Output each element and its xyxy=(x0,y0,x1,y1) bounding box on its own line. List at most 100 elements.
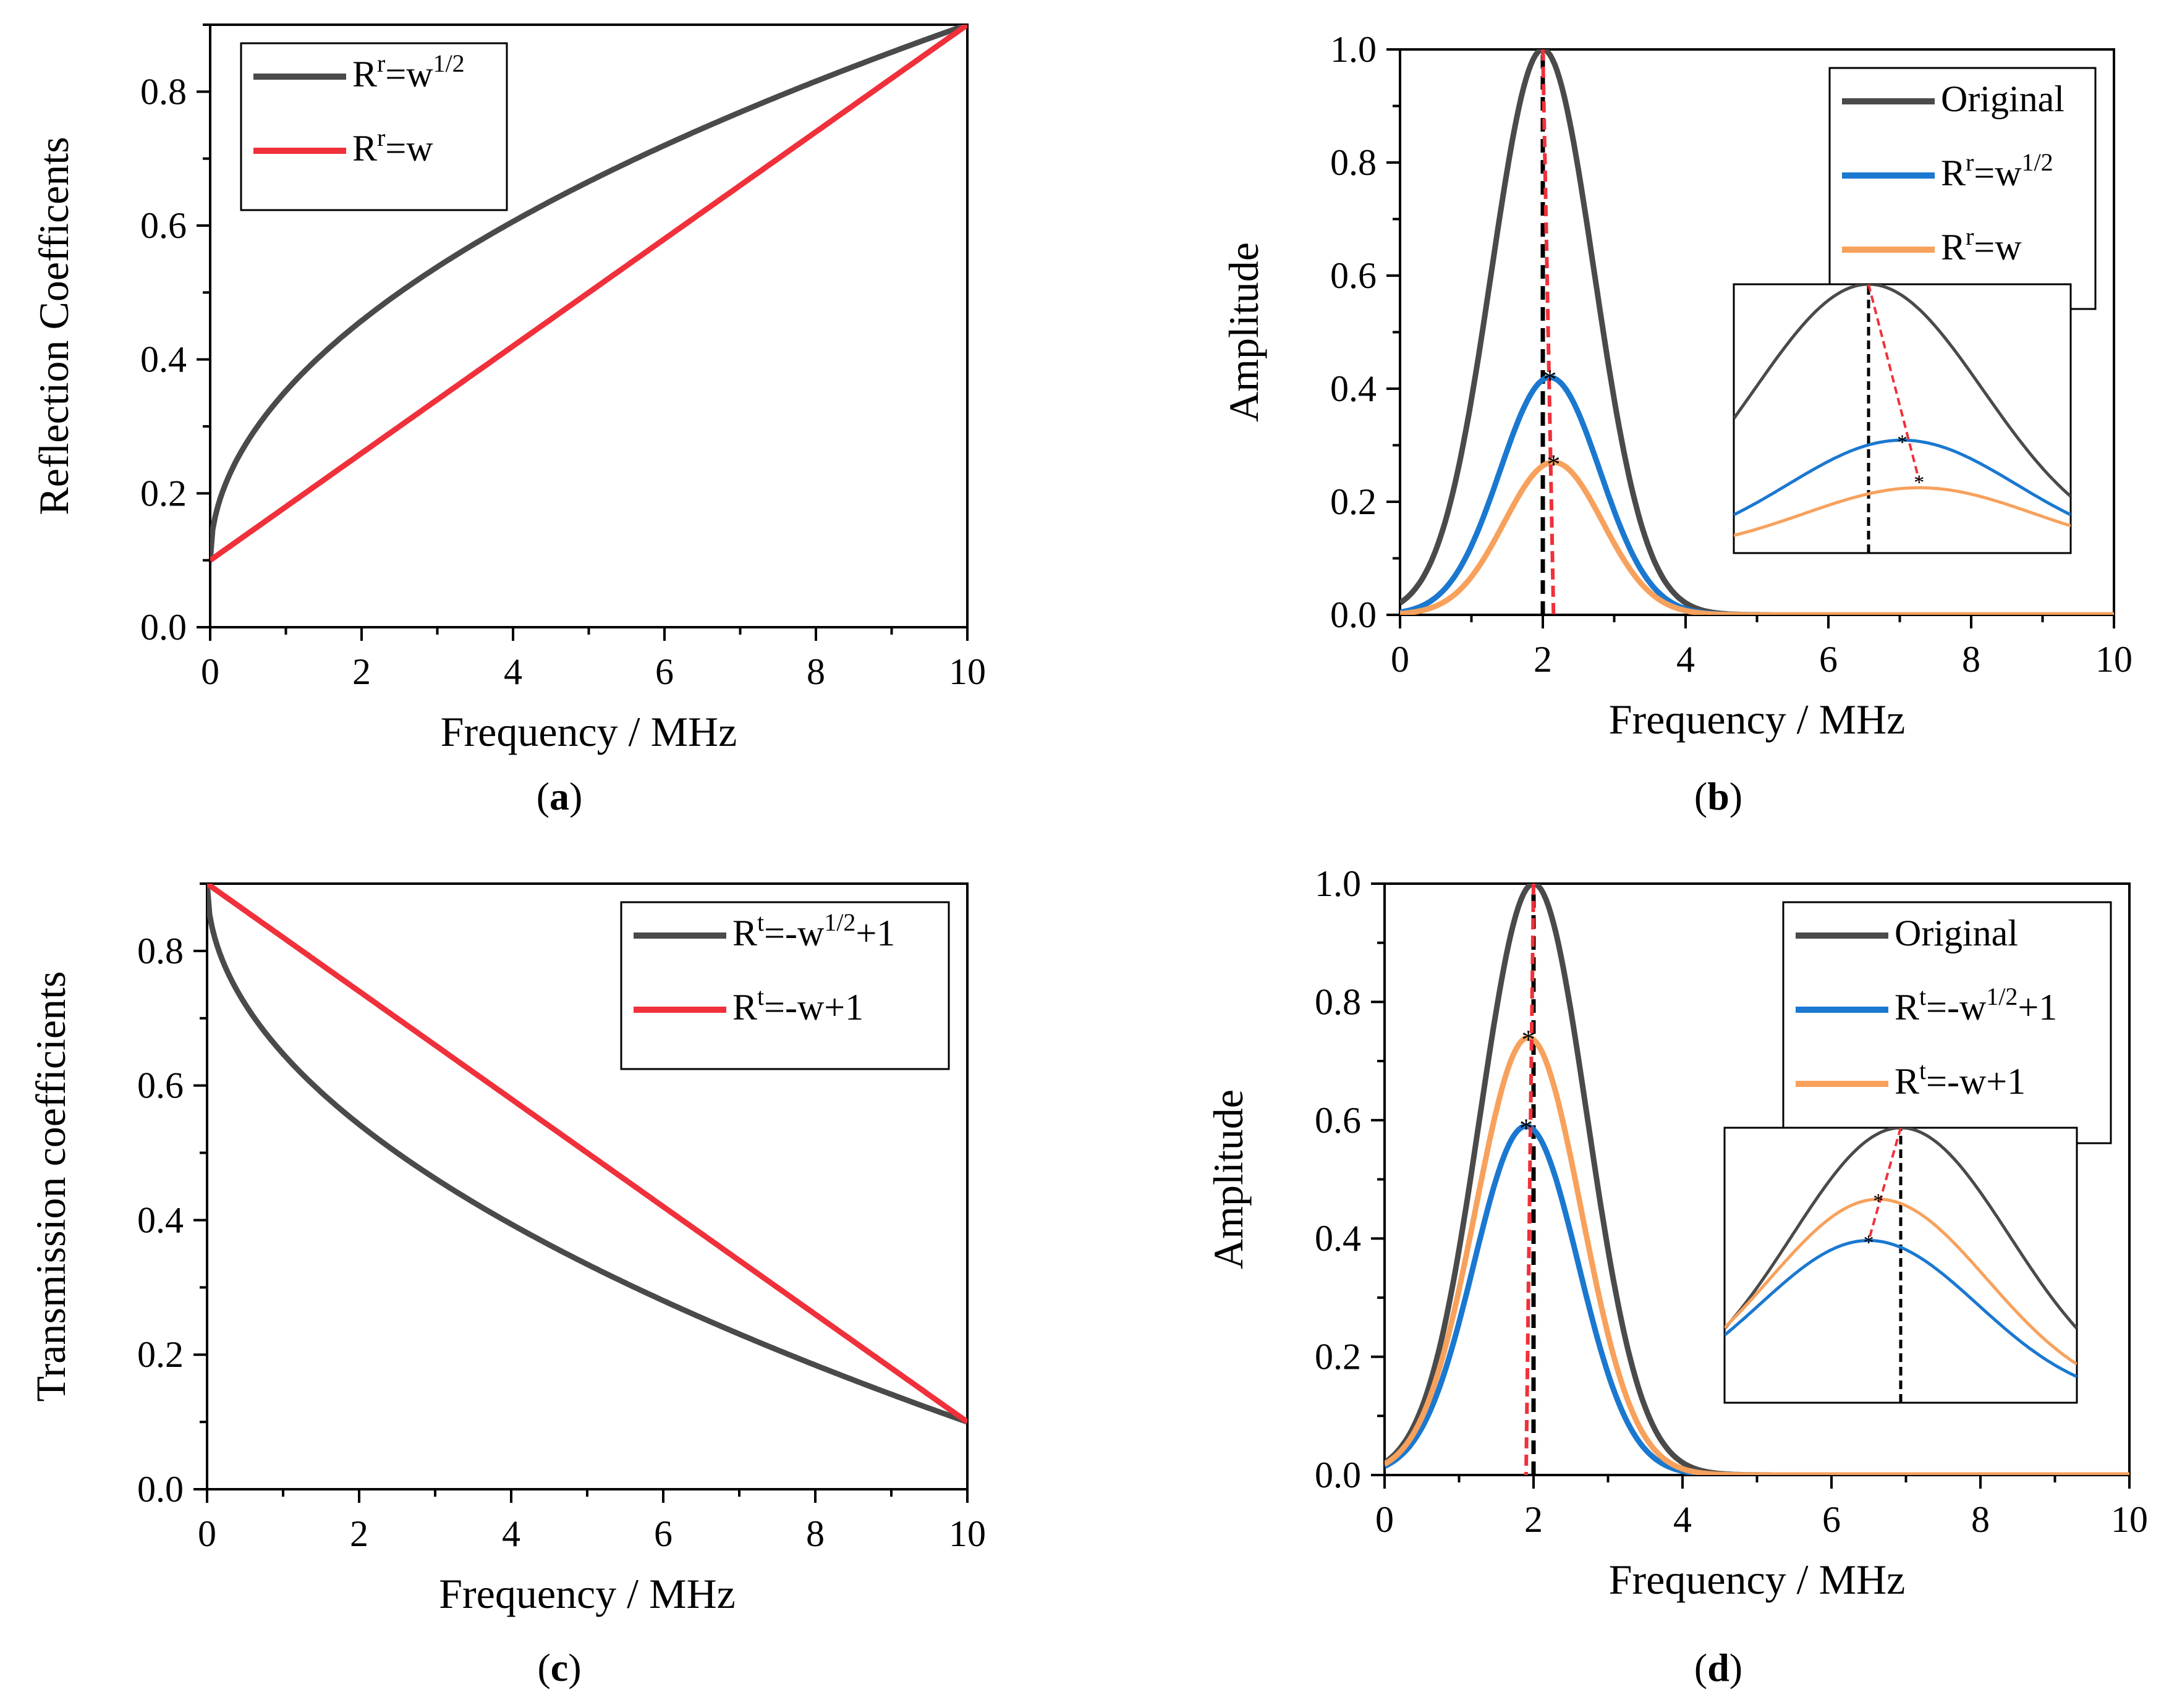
x-axis-label: Frequency / MHz xyxy=(439,1570,736,1617)
caption-paren: ) xyxy=(1729,774,1742,818)
chart-panel-b: 0 2 4 6 8 10 0.0 0.2 0.4 0.6 0.8 1.0 Frequency / MHz… xyxy=(1220,29,2132,818)
x-axis-label: Frequency / MHz xyxy=(1609,696,1906,743)
x-axis-label: Frequency / MHz xyxy=(1609,1556,1906,1603)
legend-superscript: t xyxy=(1919,983,1926,1010)
legend-text-part: R xyxy=(1941,227,1966,268)
y-tick-label: 0.2 xyxy=(140,473,187,514)
peak-marker: * xyxy=(1519,1113,1533,1143)
inset-peak-marker: * xyxy=(1897,431,1908,454)
caption-letter: c xyxy=(551,1646,568,1689)
legend-text-part: =w xyxy=(385,54,433,95)
x-tick-label: 8 xyxy=(1971,1499,1990,1540)
series-line-1 xyxy=(207,884,967,1424)
inset-series-line-2 xyxy=(1734,486,2071,537)
peak-shift-dashed-line xyxy=(1524,883,1535,1476)
legend-text-part: R xyxy=(732,987,757,1028)
inset-series-line-0 xyxy=(1725,1128,2077,1330)
inset-series-line-2 xyxy=(1725,1198,2077,1366)
x-tick-label: 10 xyxy=(2095,639,2132,680)
y-tick-label: 0.0 xyxy=(1330,594,1377,635)
x-tick-label: 2 xyxy=(1534,639,1552,680)
legend-superscript: 1/2 xyxy=(1986,983,2018,1010)
inset-series-line-1 xyxy=(1725,1239,2077,1379)
legend-label-0: Rr=w1/2 xyxy=(352,49,465,95)
y-tick-label: 0.6 xyxy=(137,1065,184,1106)
inset-frame xyxy=(1733,283,2072,554)
x-tick-label: 6 xyxy=(655,651,674,692)
y-tick-label: 0.2 xyxy=(1315,1337,1361,1377)
legend-label-1: Rt=-w+1 xyxy=(732,983,864,1028)
y-tick-label: 0.6 xyxy=(1315,1100,1361,1141)
peak-marker: * xyxy=(1543,365,1557,395)
y-tick-label: 0.8 xyxy=(1315,981,1361,1022)
legend-box xyxy=(240,42,508,211)
legend-text-part: =-w+1 xyxy=(764,987,864,1028)
x-tick-label: 2 xyxy=(1524,1499,1543,1540)
legend-text-part: Original xyxy=(1895,913,2018,953)
inset-zoom: ** xyxy=(1723,1127,2078,1404)
legend-box xyxy=(620,901,950,1070)
legend-text-part: Original xyxy=(1941,78,2065,119)
y-tick-label: 0.6 xyxy=(1330,255,1377,296)
legend-label-1: Rr=w xyxy=(352,124,433,169)
legend-label-0: Original xyxy=(1895,913,2018,953)
chart-panel-d: 0 2 4 6 8 10 0.0 0.2 0.4 0.6 0.8 1.0 Frequency / MHz… xyxy=(1205,863,2148,1689)
caption-paren: ( xyxy=(537,774,550,818)
panel-caption: (a) xyxy=(537,774,583,818)
legend-box xyxy=(1828,67,2097,310)
legend-superscript: t xyxy=(1919,1057,1926,1084)
x-tick-label: 8 xyxy=(806,1513,825,1554)
x-axis-label: Frequency / MHz xyxy=(441,708,737,755)
legend-text-part: R xyxy=(1941,153,1966,193)
x-tick-label: 0 xyxy=(201,651,219,692)
series-line-0 xyxy=(210,25,967,561)
legend-text-part: R xyxy=(732,913,757,953)
x-tick-label: 4 xyxy=(1673,1499,1692,1540)
caption-paren: ( xyxy=(1694,774,1707,818)
x-tick-label: 4 xyxy=(1676,639,1695,680)
y-axis-label: Amplitude xyxy=(1205,1089,1252,1269)
y-tick-label: 0.0 xyxy=(1315,1455,1361,1495)
legend-superscript: r xyxy=(377,124,385,151)
legend-label-1: Rt=-w1/2+1 xyxy=(1895,983,2057,1028)
caption-letter: d xyxy=(1707,1646,1729,1689)
y-tick-label: 0.8 xyxy=(140,71,187,112)
caption-paren: ( xyxy=(1694,1646,1707,1689)
legend-label-1: Rr=w1/2 xyxy=(1941,148,2053,193)
y-tick-label: 0.8 xyxy=(1330,142,1377,183)
legend-text-part: R xyxy=(352,54,377,95)
y-tick-label: 0.4 xyxy=(1330,368,1377,409)
inset-peak-marker: * xyxy=(1914,471,1924,494)
x-tick-label: 6 xyxy=(654,1513,673,1554)
chart-panel-a: 0 2 4 6 8 10 0.0 0.2 0.4 0.6 0.8 Frequency / MHz Ref… xyxy=(30,23,986,818)
x-tick-label: 4 xyxy=(504,651,522,692)
panel-caption: (d) xyxy=(1694,1646,1742,1689)
legend-superscript: r xyxy=(377,49,385,77)
legend-superscript: 1/2 xyxy=(433,49,465,77)
y-axis-label: Transmission coefficients xyxy=(27,971,74,1402)
legend-text-part: R xyxy=(352,128,377,169)
legend: Rt=-w1/2+1Rt=-w+1 xyxy=(620,901,950,1070)
y-tick-label: 0.2 xyxy=(1330,481,1377,522)
inset-peak-shift-line xyxy=(1867,1128,1902,1241)
legend-text-part: +1 xyxy=(2018,987,2057,1028)
caption-paren: ) xyxy=(1729,1646,1742,1689)
x-tick-label: 10 xyxy=(949,1513,986,1554)
panel-caption: (b) xyxy=(1694,774,1742,818)
legend: Rr=w1/2Rr=w xyxy=(240,42,508,211)
legend-text-part: +1 xyxy=(855,913,895,953)
inset-peak-marker: * xyxy=(1864,1231,1874,1254)
y-tick-label: 0.4 xyxy=(140,339,187,380)
x-tick-label: 4 xyxy=(502,1513,520,1554)
y-tick-label: 1.0 xyxy=(1315,863,1361,904)
legend-text-part: R xyxy=(1895,1061,1919,1102)
legend-label-2: Rt=-w+1 xyxy=(1895,1057,2026,1102)
series-line-2 xyxy=(1385,1034,2129,1475)
y-tick-label: 0.4 xyxy=(137,1199,184,1240)
x-tick-label: 6 xyxy=(1822,1499,1841,1540)
legend-text-part: =-w+1 xyxy=(1926,1061,2026,1102)
legend-text-part: R xyxy=(1895,987,1919,1028)
y-tick-label: 0.6 xyxy=(140,205,187,246)
y-tick-label: 0.0 xyxy=(137,1469,184,1510)
